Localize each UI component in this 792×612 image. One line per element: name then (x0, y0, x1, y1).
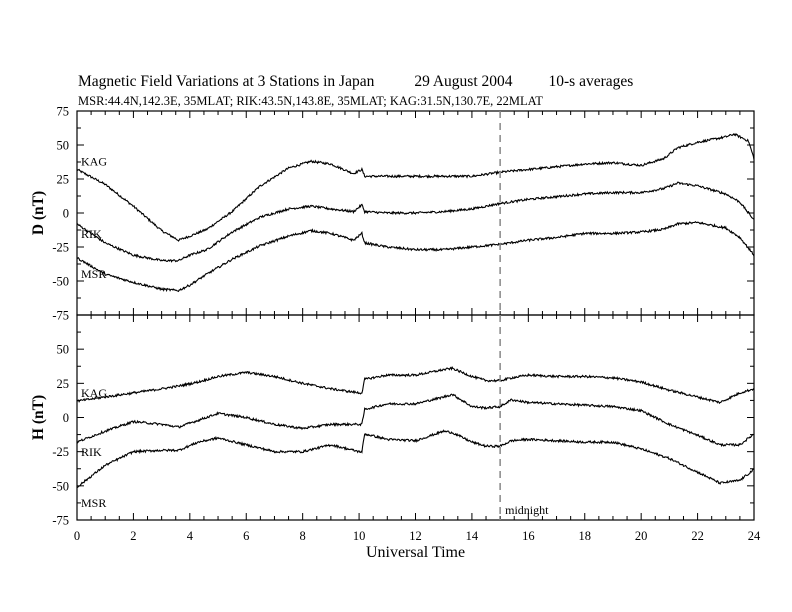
x-tick-label: 12 (409, 529, 422, 543)
series-label-rik-H: RIK (81, 445, 102, 459)
y-tick-label: -50 (52, 479, 69, 493)
station-coordinates: MSR:44.4N,142.3E, 35MLAT; RIK:43.5N,143.… (78, 94, 543, 108)
y-tick-label: 50 (57, 343, 70, 357)
series-label-msr-H: MSR (81, 496, 106, 510)
x-axis-label: Universal Time (366, 544, 465, 561)
x-tick-label: 8 (300, 529, 306, 543)
y-tick-label: 0 (63, 207, 69, 221)
series-line-rik-H (76, 393, 755, 448)
series-line-msr-H (76, 429, 755, 488)
y-tick-label: 0 (63, 411, 69, 425)
y-tick-label: -75 (52, 309, 69, 323)
x-tick-label: 18 (579, 529, 592, 543)
y-tick-label: -25 (52, 445, 69, 459)
series-line-kag-D (76, 132, 755, 242)
y-axis-label-H: H (nT) (30, 395, 47, 440)
y-tick-label: -25 (52, 241, 69, 255)
x-tick-label: 10 (353, 529, 366, 543)
panel-frame-H (76, 314, 755, 521)
x-tick-label: 6 (243, 529, 249, 543)
y-axis-label-D: D (nT) (30, 191, 47, 235)
y-tick-label: 50 (57, 139, 70, 153)
y-tick-label: 75 (57, 105, 70, 119)
y-tick-label: -75 (52, 514, 69, 528)
panel-D (76, 110, 755, 316)
y-tick-label: 25 (57, 377, 70, 391)
series-line-rik-D (76, 181, 754, 263)
chart-title: Magnetic Field Variations at 3 Stations … (78, 73, 375, 90)
x-tick-label: 14 (466, 529, 479, 543)
series-label-rik-D: RIK (81, 227, 102, 241)
midnight-label: midnight (505, 503, 549, 517)
series-label-kag-H: KAG (81, 386, 107, 400)
x-tick-label: 16 (522, 529, 535, 543)
series-label-msr-D: MSR (81, 267, 106, 281)
series-line-kag-H (76, 366, 755, 405)
y-tick-label: -50 (52, 275, 69, 289)
x-tick-label: 22 (691, 529, 704, 543)
chart-date: 29 August 2004 (414, 73, 513, 90)
series-line-msr-D (76, 220, 755, 293)
chart-averaging: 10-s averages (548, 73, 634, 90)
chart-title-line: Magnetic Field Variations at 3 Stations … (78, 73, 633, 91)
panel-H (76, 314, 755, 521)
x-tick-label: 24 (748, 529, 761, 543)
series-label-kag-D: KAG (81, 154, 107, 168)
x-tick-label: 2 (130, 529, 136, 543)
y-tick-label: 25 (57, 173, 70, 187)
x-tick-label: 4 (187, 529, 194, 543)
x-tick-label: 0 (74, 529, 80, 543)
x-tick-label: 20 (635, 529, 648, 543)
